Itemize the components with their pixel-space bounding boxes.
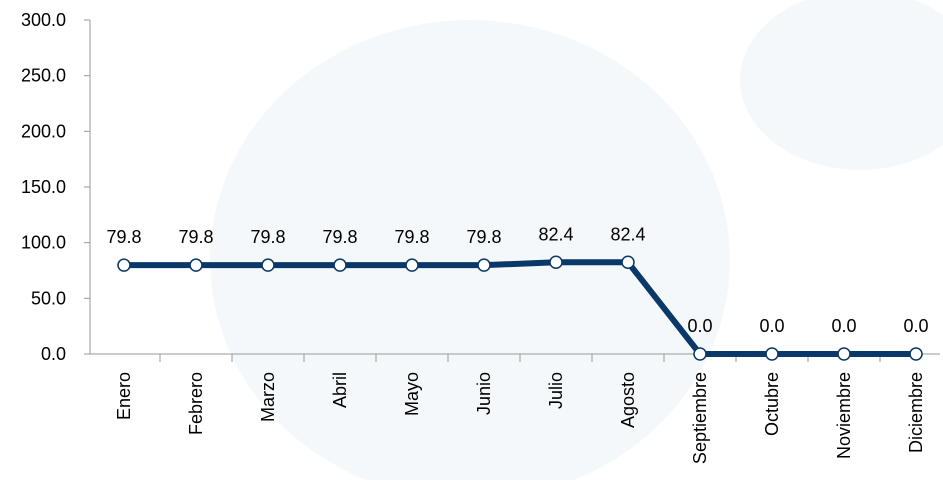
marker <box>910 348 922 360</box>
x-tick-label: Septiembre <box>690 372 710 464</box>
data-label: 79.8 <box>322 227 357 247</box>
data-label: 79.8 <box>394 227 429 247</box>
marker <box>550 256 562 268</box>
marker <box>190 259 202 271</box>
y-tick-label: 50.0 <box>31 288 66 308</box>
x-tick-label: Abril <box>330 372 350 408</box>
x-tick-label: Noviembre <box>834 372 854 459</box>
x-tick-label: Agosto <box>618 372 638 428</box>
x-tick-label: Marzo <box>258 372 278 422</box>
marker <box>406 259 418 271</box>
marker <box>622 256 634 268</box>
marker <box>838 348 850 360</box>
y-tick-label: 300.0 <box>21 10 66 30</box>
y-tick-label: 150.0 <box>21 177 66 197</box>
marker <box>478 259 490 271</box>
x-tick-label: Diciembre <box>906 372 926 453</box>
x-tick-label: Octubre <box>762 372 782 436</box>
data-label: 82.4 <box>610 224 645 244</box>
marker <box>334 259 346 271</box>
x-tick-label: Mayo <box>402 372 422 416</box>
y-tick-label: 250.0 <box>21 66 66 86</box>
marker <box>694 348 706 360</box>
y-tick-label: 200.0 <box>21 121 66 141</box>
y-tick-label: 0.0 <box>41 344 66 364</box>
data-label: 0.0 <box>759 316 784 336</box>
x-tick-label: Enero <box>114 372 134 420</box>
y-tick-label: 100.0 <box>21 233 66 253</box>
marker <box>766 348 778 360</box>
x-tick-label: Junio <box>474 372 494 415</box>
marker <box>262 259 274 271</box>
x-tick-label: Julio <box>546 372 566 409</box>
data-label: 0.0 <box>687 316 712 336</box>
data-label: 0.0 <box>831 316 856 336</box>
data-label: 79.8 <box>106 227 141 247</box>
x-tick-label: Febrero <box>186 372 206 435</box>
chart: 0.0 50.0 100.0 150.0 200.0 250.0 300.0 Enero Feb… <box>0 0 943 480</box>
data-label: 79.8 <box>466 227 501 247</box>
data-label: 79.8 <box>178 227 213 247</box>
marker <box>118 259 130 271</box>
data-label: 0.0 <box>903 316 928 336</box>
data-label: 79.8 <box>250 227 285 247</box>
page: {"chart_data": {"type": "line", "categor… <box>0 0 943 480</box>
data-label: 82.4 <box>538 224 573 244</box>
